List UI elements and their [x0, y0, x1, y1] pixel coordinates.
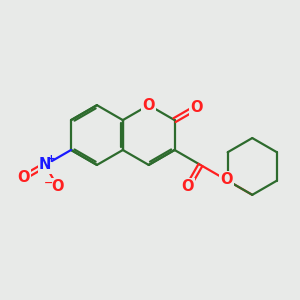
Text: O: O — [142, 98, 155, 113]
Text: O: O — [52, 179, 64, 194]
Text: +: + — [47, 154, 56, 164]
Text: −: − — [44, 178, 53, 188]
Text: O: O — [220, 172, 232, 188]
Text: O: O — [190, 100, 203, 115]
Text: N: N — [39, 158, 51, 172]
Text: O: O — [17, 170, 29, 185]
Text: O: O — [182, 179, 194, 194]
